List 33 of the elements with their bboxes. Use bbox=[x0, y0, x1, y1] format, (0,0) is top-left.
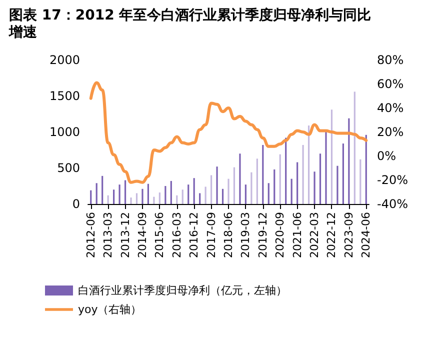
legend-label: yoy（右轴） bbox=[78, 303, 142, 316]
x-tick-label: 2012-06 bbox=[84, 212, 98, 258]
y2-tick-label: -40% bbox=[377, 197, 408, 211]
y-tick-label: 1000 bbox=[49, 125, 80, 139]
x-tick-label: 2015-06 bbox=[153, 212, 166, 258]
x-tick-label: 2018-06 bbox=[222, 212, 235, 258]
x-tick-label: 2016-03 bbox=[170, 212, 184, 258]
x-tick-label: 2021-06 bbox=[290, 212, 304, 258]
line-series bbox=[89, 81, 368, 184]
x-tick-label: 2024-06 bbox=[360, 212, 373, 258]
y2-tick-label: 60% bbox=[377, 77, 404, 91]
x-tick-label: 2022-12 bbox=[325, 212, 338, 258]
y-tick-label: 0 bbox=[72, 197, 80, 211]
y-tick-label: 1500 bbox=[49, 89, 80, 103]
legend-label: 白酒行业累计季度归母净利（亿元，左轴） bbox=[78, 284, 287, 297]
y2-tick-label: 40% bbox=[377, 101, 404, 115]
y2-tick-label: 20% bbox=[377, 125, 404, 139]
x-tick-label: 2013-03 bbox=[102, 212, 115, 258]
y-tick-label: 500 bbox=[57, 161, 80, 175]
y-tick-label: 2000 bbox=[49, 53, 80, 67]
y2-tick-label: 0% bbox=[377, 149, 396, 163]
x-tick-label: 2023-09 bbox=[342, 212, 356, 258]
chart-title: 图表 17：2012 年至今白酒行业累计季度归母净利与同比增速 bbox=[8, 6, 372, 40]
x-tick-label: 2022-03 bbox=[308, 212, 322, 258]
x-tick-label: 2017-09 bbox=[204, 212, 218, 258]
x-tick-label: 2013-12 bbox=[118, 212, 132, 258]
x-tick-label: 2020-09 bbox=[274, 212, 287, 258]
y2-tick-label: 80% bbox=[377, 53, 404, 67]
x-tick-label: 2019-12 bbox=[256, 212, 270, 258]
y2-tick-label: -20% bbox=[377, 173, 408, 187]
x-tick-label: 2014-09 bbox=[136, 212, 149, 258]
x-tick-label: 2019-03 bbox=[239, 212, 252, 258]
x-tick-label: 2016-12 bbox=[188, 212, 201, 258]
